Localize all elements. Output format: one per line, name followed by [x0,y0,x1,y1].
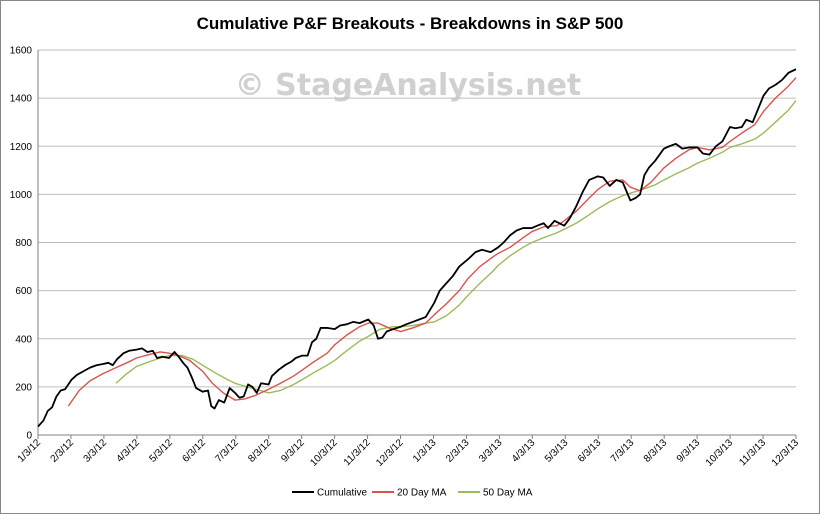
legend-label: Cumulative [317,488,367,499]
y-tick-label: 200 [15,382,32,393]
series-line-50-day-ma [115,100,797,394]
y-tick-label: 1400 [10,94,33,105]
y-tick-label: 1000 [10,190,33,201]
y-tick-label: 800 [15,238,32,249]
series-line-cumulative [37,68,797,428]
series-line-20-day-ma [67,77,797,407]
y-tick-label: 600 [15,286,32,297]
y-tick-label: 0 [26,431,32,442]
legend: Cumulative 20 Day MA 50 Day MA [292,488,533,499]
legend-label: 50 Day MA [483,488,533,499]
legend-label: 20 Day MA [397,488,447,499]
y-tick-label: 400 [15,334,32,345]
series-lines [37,68,797,428]
y-tick-label: 1600 [10,46,33,57]
watermark: © StageAnalysis.net [235,68,582,103]
chart-title: Cumulative P&F Breakouts - Breakdowns in… [197,14,624,33]
y-tick-label: 1200 [10,142,33,153]
